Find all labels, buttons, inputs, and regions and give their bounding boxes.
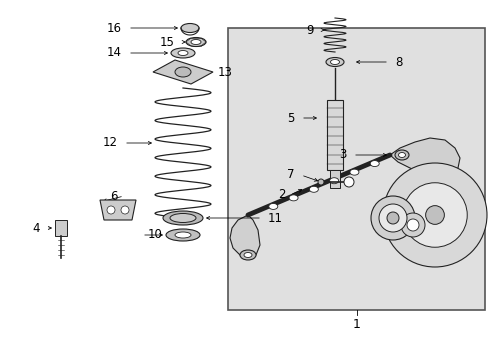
Text: 15: 15 [160, 36, 175, 49]
Text: 7: 7 [287, 168, 294, 181]
Text: 5: 5 [287, 112, 294, 125]
Ellipse shape [394, 150, 408, 160]
Ellipse shape [329, 178, 338, 184]
Polygon shape [153, 60, 213, 84]
Ellipse shape [165, 229, 200, 241]
Text: 16: 16 [107, 22, 122, 35]
Circle shape [382, 163, 486, 267]
Text: 9: 9 [306, 23, 313, 36]
Circle shape [378, 204, 406, 232]
Text: 10: 10 [148, 229, 163, 242]
Circle shape [343, 177, 353, 187]
Polygon shape [229, 215, 260, 258]
Circle shape [370, 196, 414, 240]
Text: 3: 3 [339, 148, 346, 162]
Ellipse shape [171, 48, 195, 58]
Circle shape [317, 179, 324, 185]
Text: 8: 8 [394, 55, 402, 68]
Bar [227, 28, 484, 310]
Ellipse shape [175, 67, 191, 77]
Ellipse shape [181, 23, 199, 32]
Ellipse shape [175, 232, 191, 238]
Text: 2: 2 [278, 189, 285, 202]
Ellipse shape [288, 195, 298, 201]
Circle shape [107, 206, 115, 214]
Ellipse shape [268, 203, 277, 210]
Ellipse shape [244, 252, 251, 257]
Ellipse shape [170, 213, 196, 222]
Text: 6: 6 [110, 189, 118, 202]
Circle shape [386, 212, 398, 224]
Ellipse shape [191, 40, 201, 45]
Polygon shape [100, 200, 136, 220]
Ellipse shape [398, 153, 405, 158]
Text: 1: 1 [352, 319, 360, 332]
Ellipse shape [309, 186, 318, 192]
Ellipse shape [325, 58, 343, 67]
Circle shape [425, 206, 444, 224]
Circle shape [402, 183, 467, 247]
Ellipse shape [240, 250, 256, 260]
Circle shape [121, 206, 129, 214]
Text: 11: 11 [267, 211, 283, 225]
Text: 12: 12 [103, 136, 118, 149]
Circle shape [406, 219, 418, 231]
Text: 14: 14 [107, 46, 122, 59]
Text: 13: 13 [218, 66, 232, 78]
Ellipse shape [369, 161, 378, 167]
Bar [329, 170, 339, 188]
Ellipse shape [349, 169, 358, 175]
Polygon shape [389, 138, 459, 178]
Circle shape [400, 213, 424, 237]
Ellipse shape [178, 50, 187, 55]
Ellipse shape [163, 211, 203, 225]
Bar [55, 220, 67, 236]
Ellipse shape [330, 59, 339, 64]
Ellipse shape [185, 37, 205, 46]
Text: 4: 4 [32, 221, 40, 234]
Bar [326, 100, 342, 170]
